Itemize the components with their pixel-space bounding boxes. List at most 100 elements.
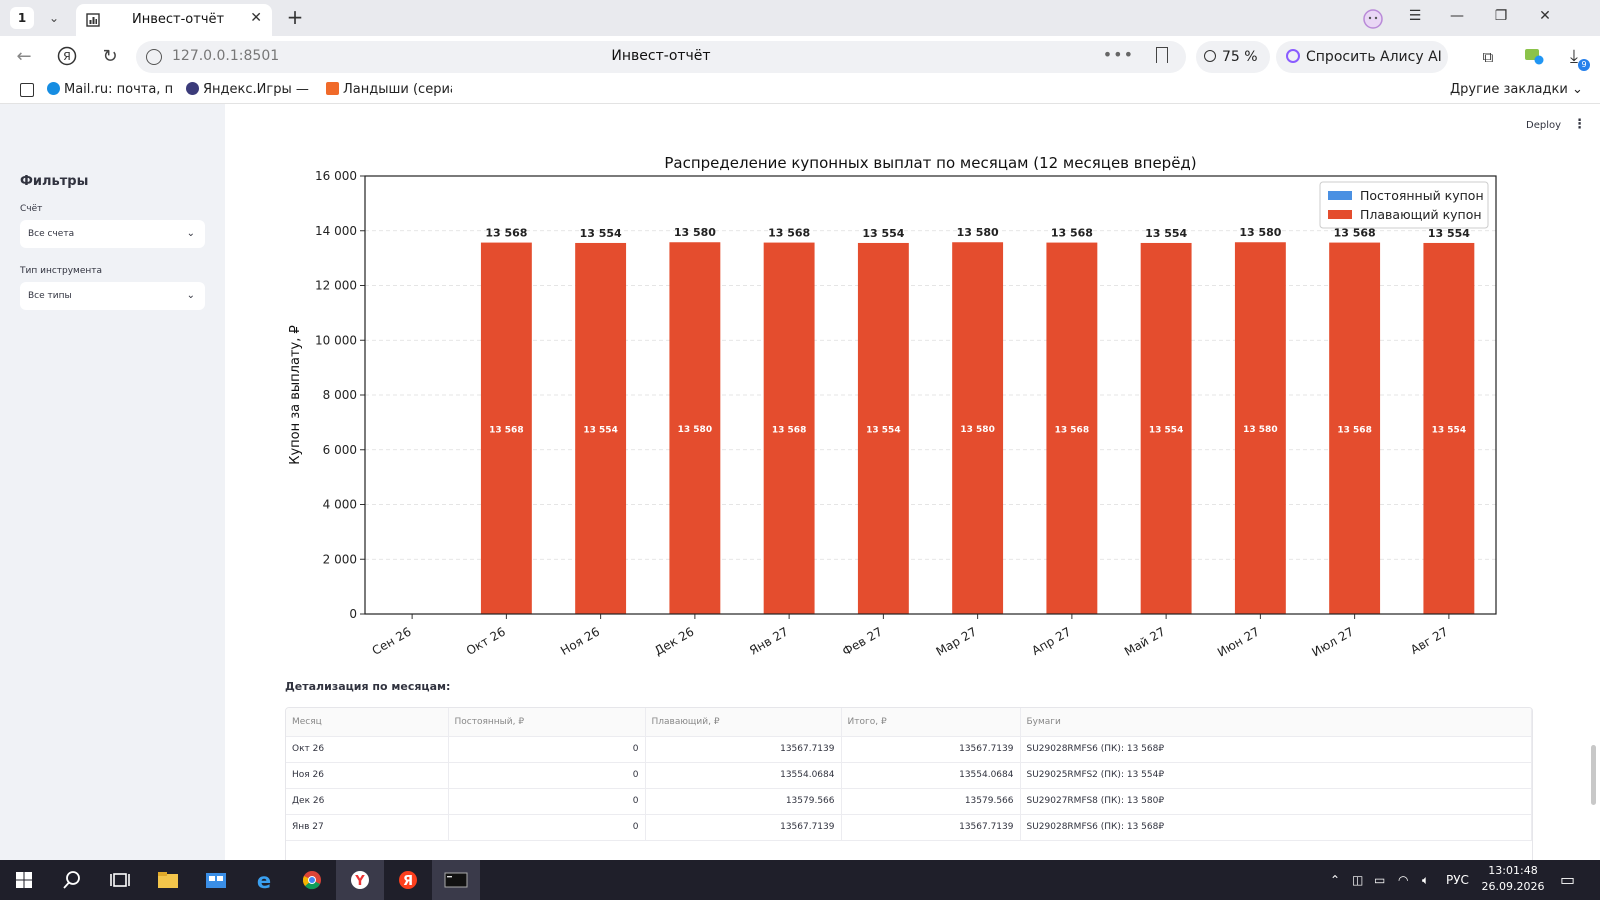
column-header[interactable]: Плавающий, ₽ <box>645 708 842 737</box>
more-icon[interactable]: ••• <box>1102 45 1134 64</box>
bookmark-yandex-games[interactable]: Яндекс.Игры — И <box>186 82 312 97</box>
close-icon[interactable]: ✕ <box>250 10 262 26</box>
plot-frame <box>364 175 1497 615</box>
bar-floating <box>952 242 1004 614</box>
start-button[interactable] <box>0 860 48 900</box>
new-tab-button[interactable]: + <box>286 5 304 29</box>
filters-title: Фильтры <box>20 174 89 189</box>
column-header[interactable]: Постоянный, ₽ <box>448 708 646 737</box>
x-tick-label: Авг 27 <box>1408 624 1450 656</box>
clock[interactable]: 13:01:48 26.09.2026 <box>1478 863 1548 895</box>
battery-icon[interactable]: ▭ <box>1374 873 1386 887</box>
bookmark-landyshi[interactable]: Ландыши (сериал <box>326 82 452 97</box>
bar-floating <box>575 242 627 615</box>
minimize-icon[interactable]: — <box>1450 8 1464 24</box>
chart-icon <box>86 13 100 27</box>
cell-month: Ноя 26 <box>286 762 449 789</box>
svg-text:Y: Y <box>354 874 365 889</box>
camera-icon[interactable]: ◫ <box>1352 873 1364 887</box>
cell-total: 13579.566 <box>841 788 1021 815</box>
windows-logo-icon <box>16 872 32 888</box>
cell-floating: 13579.566 <box>645 788 842 815</box>
details-table: Месяц Постоянный, ₽ Плавающий, ₽ Итого, … <box>285 707 1533 867</box>
bar-inner-label: 13 568 <box>772 425 806 435</box>
bookmark-icon[interactable] <box>1156 47 1168 63</box>
reload-icon[interactable]: ↻ <box>102 46 118 67</box>
x-tick-label: Фев 27 <box>840 624 885 658</box>
deploy-button[interactable]: Deploy <box>1526 120 1562 131</box>
instrument-type-select[interactable]: Все типы ⌄ <box>20 282 205 310</box>
column-header[interactable]: Итого, ₽ <box>841 708 1021 737</box>
legend-swatch <box>1328 191 1352 200</box>
search-button[interactable] <box>48 860 96 900</box>
tab-invest-report[interactable]: Инвест-отчёт ✕ <box>76 4 272 36</box>
collections-icon[interactable]: ⧉ <box>1482 48 1494 66</box>
other-bookmarks[interactable]: Другие закладки ⌄ <box>1450 82 1583 97</box>
bar-inner-label: 13 580 <box>1243 425 1277 435</box>
y-tick-label: 4 000 <box>323 498 357 512</box>
table-header-row: Месяц Постоянный, ₽ Плавающий, ₽ Итого, … <box>286 708 1532 737</box>
taskbar-app-store[interactable] <box>192 860 240 900</box>
taskbar-ie[interactable]: e <box>240 860 288 900</box>
language-indicator[interactable]: РУС <box>1446 873 1469 887</box>
zoom-level: 75 % <box>1222 49 1258 65</box>
y-tick-label: 16 000 <box>315 169 357 183</box>
taskbar-yandex[interactable]: Я <box>384 860 432 900</box>
bar-total-label: 13 568 <box>1334 227 1376 240</box>
back-icon[interactable]: ← <box>16 46 32 67</box>
tab-counter[interactable]: 1 <box>10 7 34 29</box>
close-window-icon[interactable]: ✕ <box>1539 8 1551 24</box>
chevron-down-icon[interactable]: ⌄ <box>48 11 60 25</box>
document-icon[interactable] <box>20 83 34 97</box>
cell-month: Янв 27 <box>286 814 449 841</box>
column-header[interactable]: Месяц <box>286 708 449 737</box>
menu-icon[interactable]: ☰ <box>1408 8 1422 24</box>
table-row: Дек 26 0 13579.566 13579.566 SU29027RMFS… <box>286 788 1532 815</box>
games-icon <box>186 82 199 95</box>
page-scrollbar[interactable] <box>1591 745 1596 805</box>
table-row: Янв 27 0 13567.7139 13567.7139 SU29028RM… <box>286 814 1532 841</box>
y-tick-label: 6 000 <box>323 443 357 457</box>
task-view-button[interactable] <box>96 860 144 900</box>
bookmark-mailru[interactable]: Mail.ru: почта, пои <box>47 82 173 97</box>
wifi-icon[interactable]: ◠ <box>1398 873 1409 887</box>
taskbar-yandex-browser[interactable]: Y <box>336 860 384 900</box>
svg-text:Я: Я <box>403 874 413 889</box>
yandex-logo-icon[interactable]: Я <box>55 46 79 68</box>
taskbar-terminal[interactable] <box>432 860 480 900</box>
kebab-menu-icon[interactable]: ⋮ <box>1573 117 1586 132</box>
column-header[interactable]: Бумаги <box>1020 708 1532 737</box>
bar-total-label: 13 580 <box>957 226 999 239</box>
taskbar: e Y Я ⌃ ◫ ▭ ◠ 🔈︎ РУС 13:01:48 26.09.2026… <box>0 860 1600 900</box>
url-text[interactable]: 127.0.0.1:8501 <box>172 48 280 64</box>
bar-inner-label: 13 580 <box>960 425 994 435</box>
alice-icon <box>1286 49 1300 63</box>
yandex-browser-icon: Y <box>351 871 369 889</box>
taskbar-chrome[interactable] <box>288 860 336 900</box>
cell-floating: 13554.0684 <box>645 762 842 789</box>
account-select[interactable]: Все счета ⌄ <box>20 220 205 248</box>
chevron-down-icon: ⌄ <box>1571 82 1583 97</box>
omnibox[interactable]: 127.0.0.1:8501 Инвест-отчёт ••• <box>136 41 1186 73</box>
bar-inner-label: 13 554 <box>1432 425 1466 435</box>
bar-total-label: 13 580 <box>674 226 716 239</box>
main-content: Deploy ⋮ Распределение купонных выплат п… <box>225 104 1600 867</box>
x-tick-label: Июн 27 <box>1215 624 1262 659</box>
x-tick-label: Июл 27 <box>1309 624 1356 659</box>
terminal-icon <box>444 872 468 888</box>
chevron-up-icon[interactable]: ⌃ <box>1330 873 1341 887</box>
extensions-icon[interactable] <box>1522 46 1546 68</box>
ask-alice-button[interactable]: Спросить Алису AI <box>1276 41 1448 73</box>
cell-fixed: 0 <box>448 814 646 841</box>
restore-icon[interactable]: ❐ <box>1494 8 1508 24</box>
taskbar-explorer[interactable] <box>144 860 192 900</box>
y-tick-label: 0 <box>349 607 357 621</box>
bar-floating <box>1140 242 1192 615</box>
notifications-icon[interactable]: ▭ <box>1560 870 1576 889</box>
address-bar: ← Я ↻ 127.0.0.1:8501 Инвест-отчёт ••• 75… <box>0 36 1600 78</box>
volume-icon[interactable]: 🔈︎ <box>1422 873 1430 887</box>
downloads-icon[interactable]: ⤓ <box>1570 46 1578 67</box>
y-tick-label: 12 000 <box>315 279 357 293</box>
profile-icon[interactable] <box>1362 8 1384 34</box>
zoom-indicator[interactable]: 75 % <box>1196 41 1270 73</box>
